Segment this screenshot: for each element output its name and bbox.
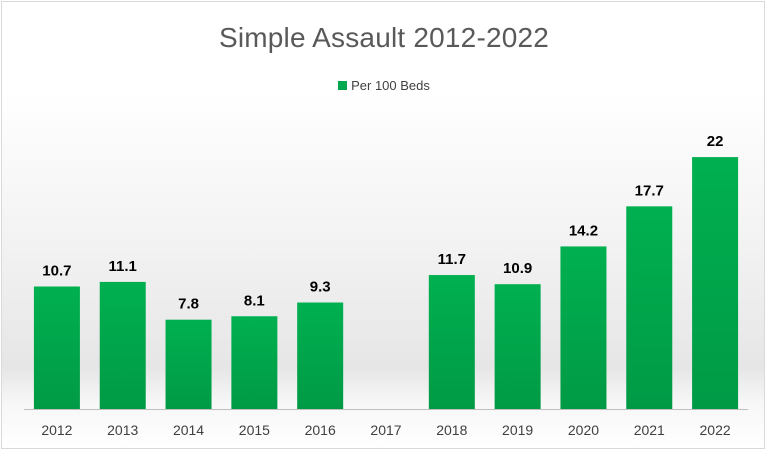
data-label-2021: 17.7 — [635, 182, 664, 199]
x-tick-label-2017: 2017 — [370, 422, 401, 438]
bar-2014 — [165, 319, 212, 409]
x-tick-label-2020: 2020 — [568, 422, 599, 438]
x-tick-label-2014: 2014 — [173, 422, 204, 438]
bar-2018 — [428, 275, 475, 409]
bar-2022 — [692, 157, 739, 409]
chart-title: Simple Assault 2012-2022 — [218, 22, 550, 53]
legend-label: Per 100 Beds — [351, 78, 430, 93]
data-label-2022: 22 — [707, 133, 724, 150]
bar-2021 — [626, 206, 673, 409]
legend-swatch — [338, 81, 348, 90]
legend: Per 100 Beds — [2, 78, 764, 93]
x-tick-label-2016: 2016 — [305, 422, 336, 438]
bar-2015 — [231, 316, 278, 409]
x-tick-label-2019: 2019 — [502, 422, 533, 438]
data-label-2019: 10.9 — [503, 260, 532, 277]
data-label-2018: 11.7 — [438, 251, 466, 268]
x-tick-label-2013: 2013 — [107, 422, 138, 438]
data-label-2012: 10.7 — [42, 262, 71, 279]
x-tick-label-2018: 2018 — [436, 422, 467, 438]
data-label-2020: 14.2 — [569, 222, 598, 239]
data-label-2014: 7.8 — [178, 296, 199, 313]
x-tick-label-2015: 2015 — [239, 422, 270, 438]
data-label-2015: 8.1 — [244, 292, 265, 309]
data-label-2016: 9.3 — [310, 279, 331, 296]
x-tick-label-2012: 2012 — [41, 422, 72, 438]
bar-2016 — [297, 302, 344, 409]
x-tick-label-2022: 2022 — [700, 422, 731, 438]
bar-2019 — [494, 284, 541, 409]
data-label-2013: 11.1 — [109, 258, 137, 275]
bar-2013 — [99, 281, 146, 409]
bar-2012 — [33, 286, 80, 409]
bar-2020 — [560, 246, 607, 409]
x-tick-label-2021: 2021 — [634, 422, 665, 438]
